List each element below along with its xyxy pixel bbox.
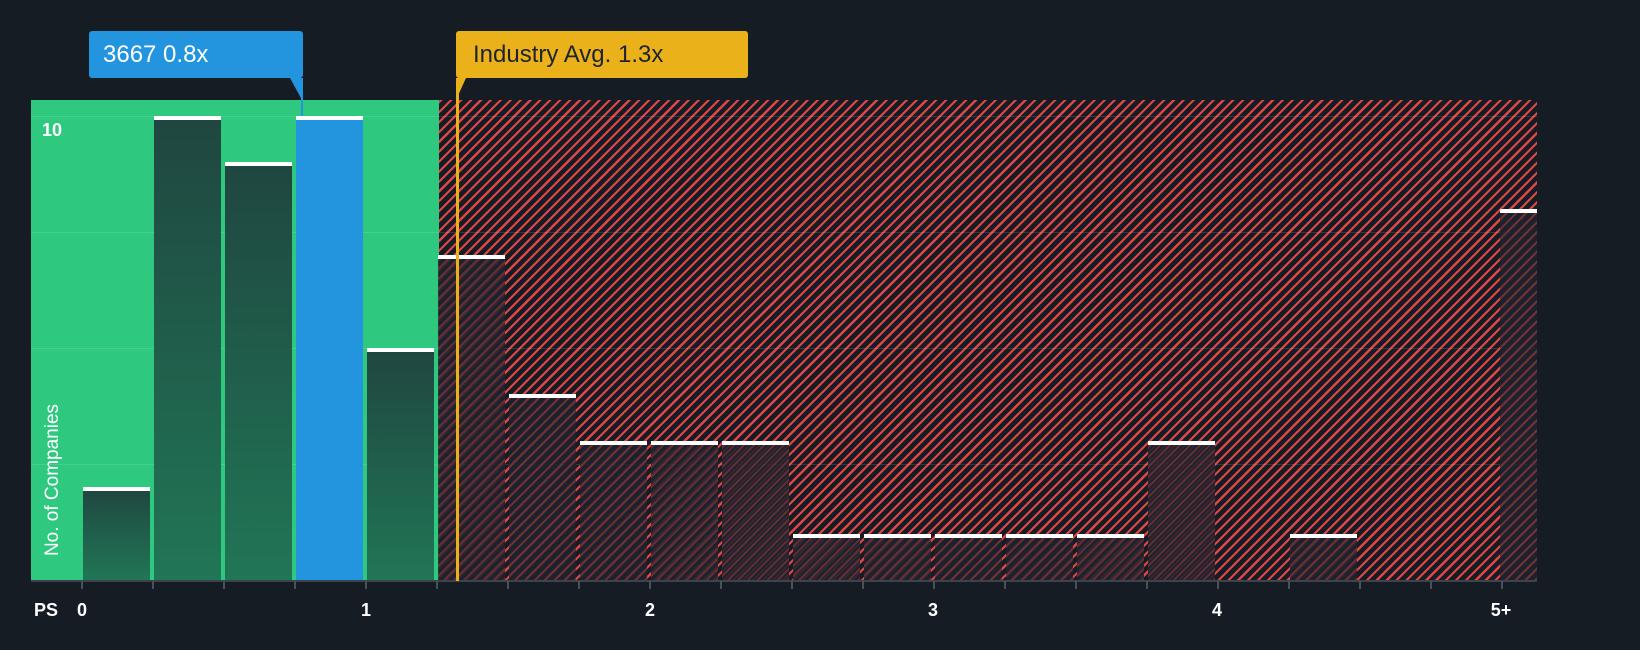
- bar-cap: [367, 348, 434, 352]
- bar-cap: [1006, 533, 1073, 538]
- bar-cap: [722, 440, 789, 445]
- bar-cap: [864, 533, 931, 538]
- x-tick: [1288, 581, 1290, 589]
- company-callout: 3667 0.8x: [89, 31, 303, 78]
- gridline: [31, 348, 1537, 349]
- histogram-bar: [1148, 440, 1215, 580]
- bar-cap: [83, 487, 150, 492]
- bar-cap: [296, 116, 363, 120]
- x-tick-label-0: 0: [76, 600, 88, 620]
- x-tick: [1430, 581, 1432, 589]
- x-tick: [578, 581, 580, 589]
- bar-cap: [1077, 533, 1144, 538]
- bar-cap: [509, 394, 576, 399]
- gridline: [31, 116, 1537, 117]
- bar-cap: [651, 440, 718, 445]
- x-tick: [720, 581, 722, 589]
- industry-average-callout: Industry Avg. 1.3x: [456, 31, 748, 78]
- y-axis-label: No. of Companies: [42, 403, 63, 557]
- x-tick-label-1: 1: [360, 600, 372, 620]
- x-tick: [294, 581, 296, 589]
- bar-cap: [1148, 440, 1215, 445]
- x-tick: [436, 581, 438, 589]
- histogram-bar: [367, 348, 434, 580]
- x-tick: [862, 581, 864, 589]
- industry-callout-pointer: [456, 78, 466, 100]
- x-tick: [365, 581, 367, 589]
- bar-cap: [225, 162, 292, 167]
- bar-cap: [1290, 533, 1357, 538]
- x-tick: [81, 581, 83, 589]
- x-tick-label-4: 4: [1211, 600, 1223, 620]
- histogram-bar: [1500, 208, 1537, 580]
- x-tick: [152, 581, 154, 589]
- histogram-bar: [1006, 533, 1073, 580]
- x-tick: [1075, 581, 1077, 589]
- x-tick: [1004, 581, 1006, 589]
- x-tick: [507, 581, 509, 589]
- company-callout-pointer: [290, 78, 302, 100]
- histogram-bar: [438, 255, 505, 580]
- histogram-bar: [935, 533, 1002, 580]
- y-tick-label-10: 10: [42, 120, 63, 140]
- bar-cap: [1500, 208, 1537, 213]
- x-axis-label: PS: [34, 600, 59, 620]
- histogram-bar: [509, 394, 576, 580]
- histogram-bar: [154, 116, 221, 580]
- highlighted-bar: [296, 116, 363, 580]
- x-tick: [1501, 581, 1503, 589]
- histogram-bar: [722, 440, 789, 580]
- x-tick: [1217, 581, 1219, 589]
- x-axis-line: [31, 580, 1537, 582]
- histogram-bar: [864, 533, 931, 580]
- bar-cap: [580, 440, 647, 445]
- company-marker-line: [301, 78, 303, 116]
- x-tick: [649, 581, 651, 589]
- bar-cap: [793, 533, 860, 538]
- x-tick: [791, 581, 793, 589]
- histogram-bar: [580, 440, 647, 580]
- x-tick: [1146, 581, 1148, 589]
- histogram-bar: [1290, 533, 1357, 580]
- bar-cap: [154, 116, 221, 120]
- x-tick: [933, 581, 935, 589]
- x-tick-label-3: 3: [927, 600, 939, 620]
- x-tick-label-2: 2: [644, 600, 656, 620]
- histogram-bar: [225, 162, 292, 580]
- bar-cap: [438, 255, 505, 260]
- above-average-region: [439, 100, 1537, 580]
- x-tick: [1359, 581, 1361, 589]
- x-tick-label-5plus: 5+: [1490, 600, 1512, 620]
- histogram-bar: [83, 487, 150, 580]
- bar-cap: [935, 533, 1002, 538]
- histogram-bar: [793, 533, 860, 580]
- histogram-bar: [651, 440, 718, 580]
- x-tick: [223, 581, 225, 589]
- gridline: [31, 232, 1537, 233]
- industry-average-line: [456, 78, 459, 581]
- histogram-bar: [1077, 533, 1144, 580]
